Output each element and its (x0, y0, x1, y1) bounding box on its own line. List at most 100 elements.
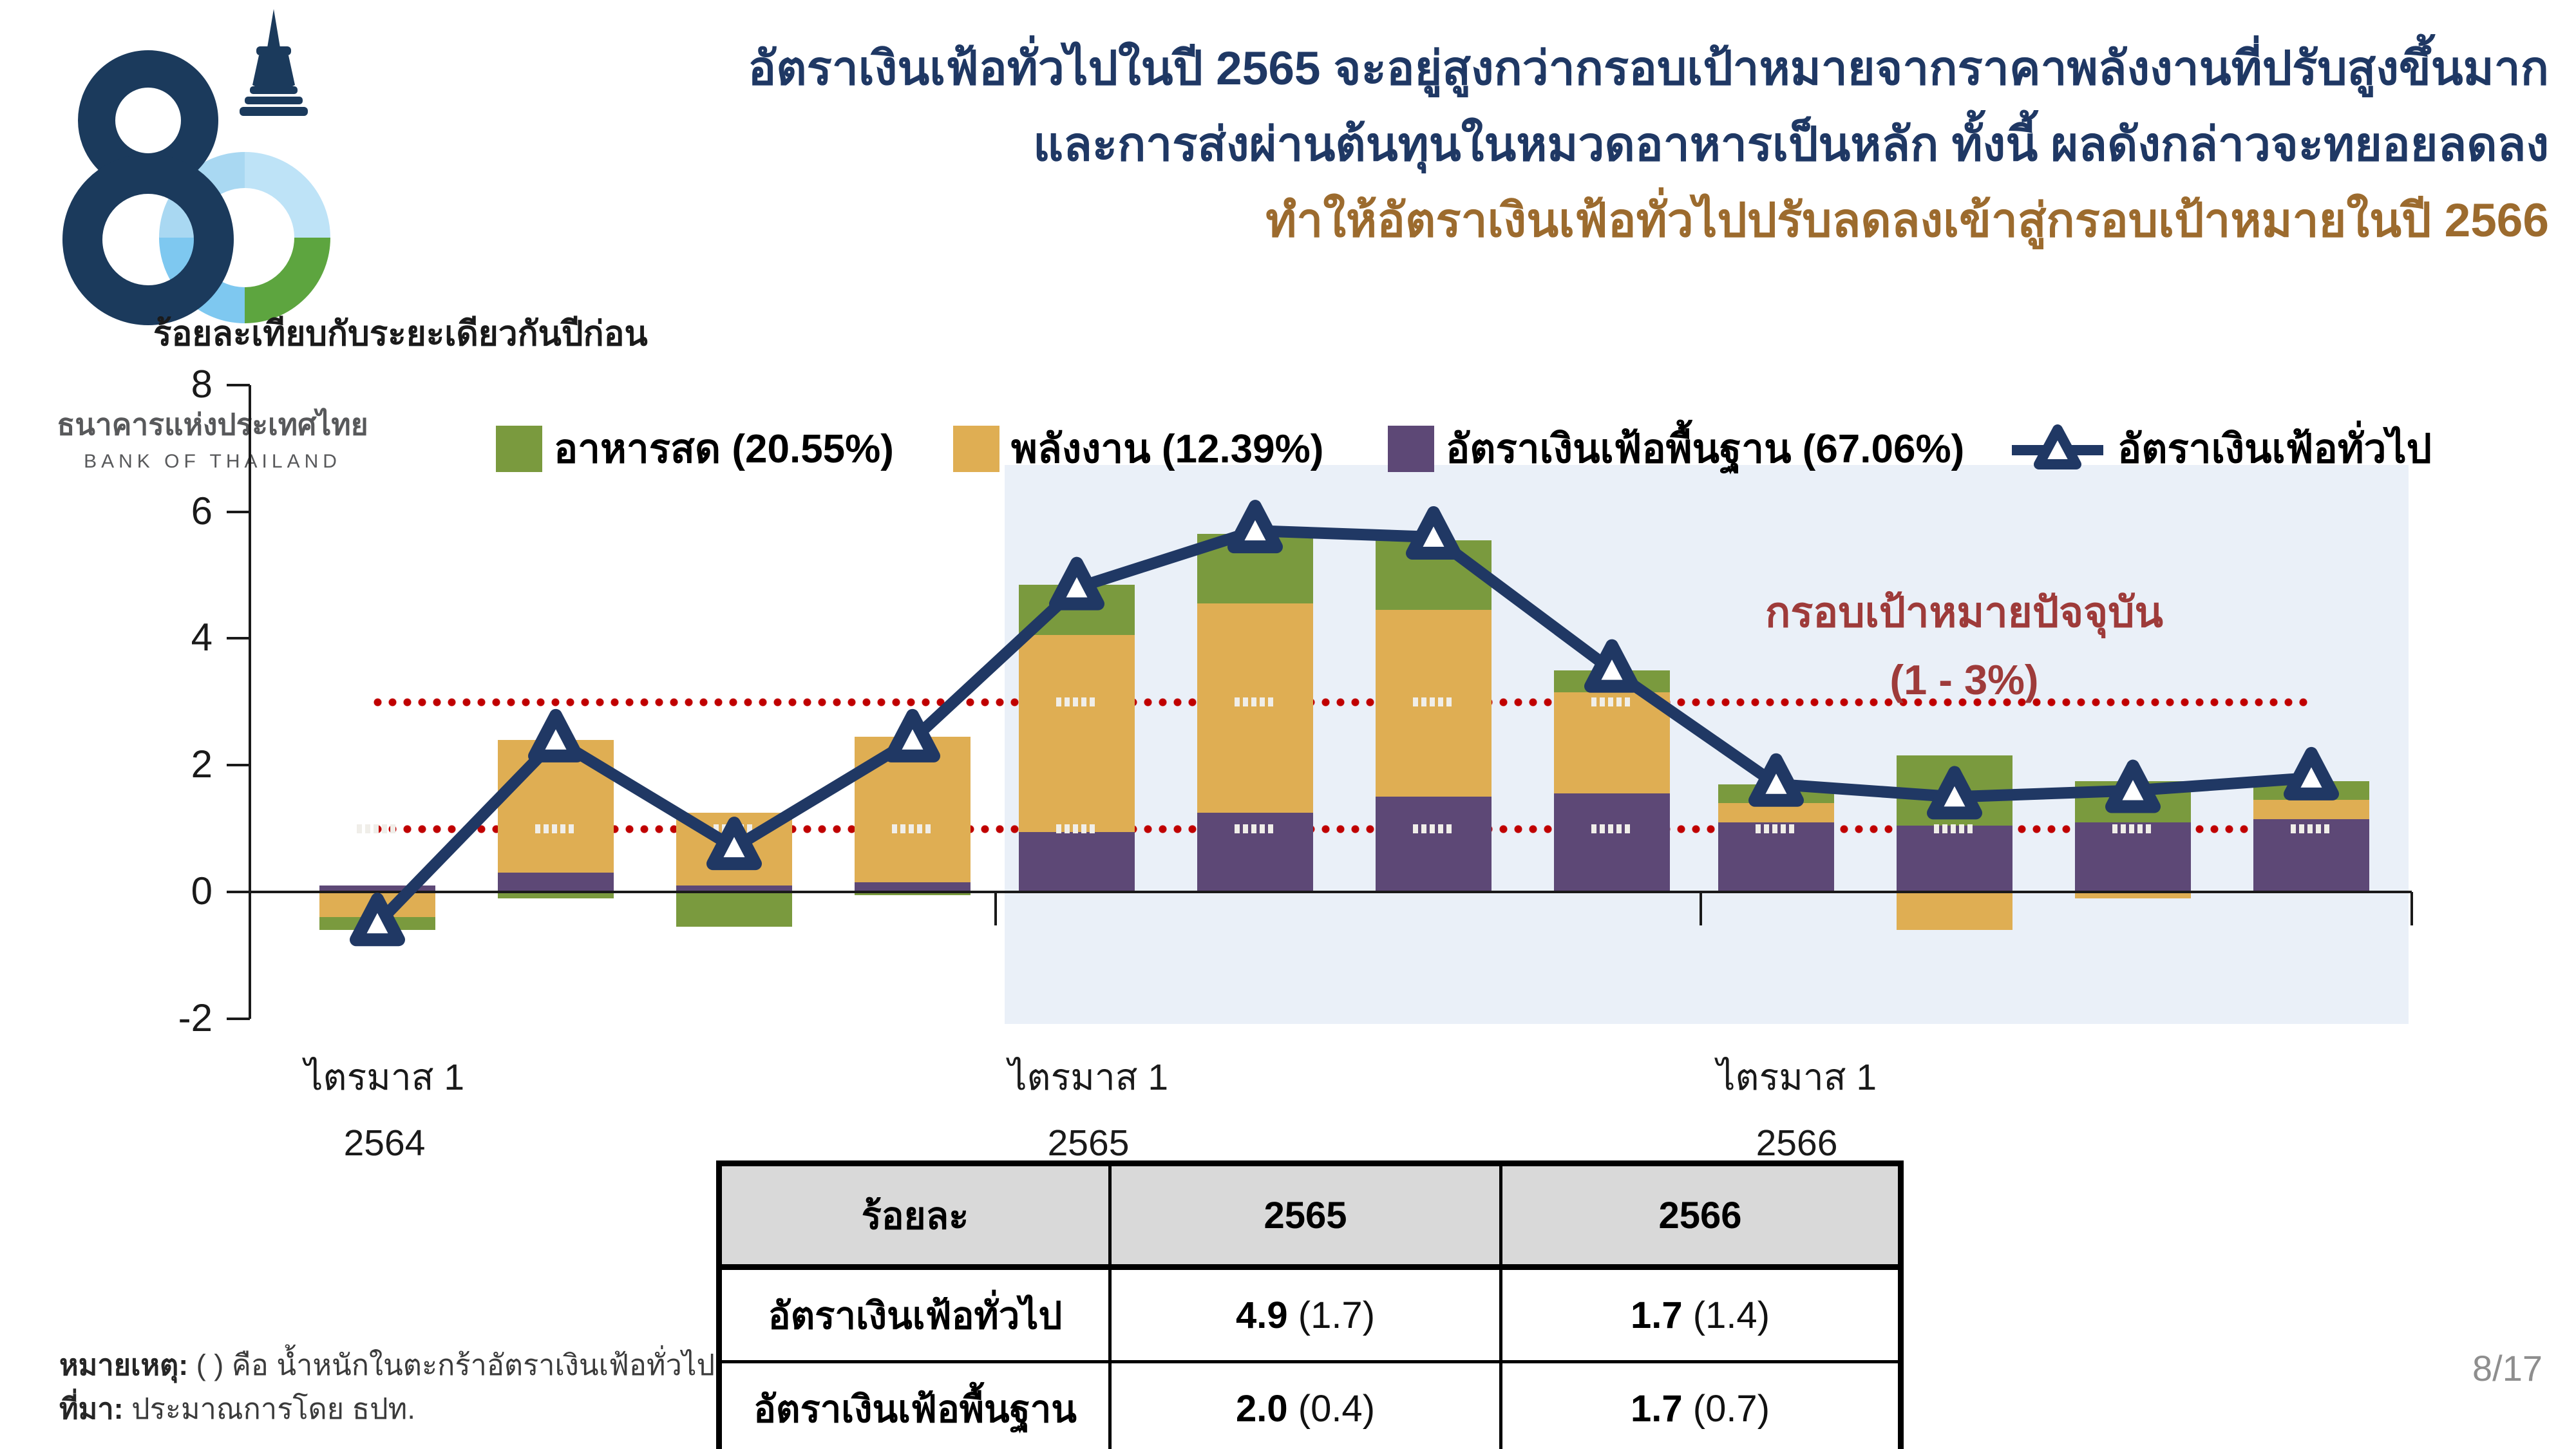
legend-item-line: อัตราเงินเฟ้อทั่วไป (2009, 417, 2432, 480)
x-label-quarter-2566: ไตรมาส 1 (1716, 1057, 1877, 1098)
bar-q1-2565-segment-1 (1019, 635, 1135, 832)
y-axis-tick (227, 764, 250, 767)
bar-q4-2566-segment-1 (2253, 800, 2369, 819)
target-dash-mark (535, 824, 576, 833)
bar-q3-2564-segment-0 (676, 892, 792, 927)
core-2566-cell: 1.7 (0.7) (1499, 1360, 1902, 1449)
x-label-year-2566: 2566 (1756, 1122, 1838, 1164)
y-tick-label--2: -2 (178, 996, 213, 1039)
y-axis-line (249, 385, 251, 1019)
bar-q2-2565-segment-0 (1197, 534, 1313, 604)
headline-2566-value: 1.7 (1630, 1294, 1683, 1336)
bar-q4-2565-segment-1 (1554, 692, 1670, 794)
target-dash-mark (714, 824, 755, 833)
bar-q2-2566-segment-0 (1897, 755, 2012, 826)
line-marker-legend-icon (2012, 424, 2103, 469)
table-row-core-inflation: อัตราเงินเฟ้อพื้นฐาน 2.0 (0.4) 1.7 (0.7) (717, 1360, 1902, 1449)
core-2566-value: 1.7 (1630, 1387, 1683, 1430)
bar-q2-2566-segment-2 (1897, 825, 2012, 892)
note-text: ( ) คือ น้ำหนักในตะกร้าอัตราเงินเฟ้อทั่ว… (188, 1349, 715, 1381)
title-line-2: และการส่งผ่านต้นทุนในหมวดอาหารเป็นหลัก ท… (1033, 118, 2549, 171)
core-2565-weight: (0.4) (1298, 1387, 1376, 1430)
legend-swatch-icon (1388, 426, 1434, 472)
bar-q3-2565-segment-0 (1376, 540, 1492, 611)
headline-2565-cell: 4.9 (1.7) (1108, 1265, 1502, 1363)
target-dash-mark (1056, 824, 1097, 833)
title-line-3: ทำให้อัตราเงินเฟ้อทั่วไปปรับลดลงเข้าสู่ก… (1265, 194, 2549, 247)
bar-q2-2566-segment-1 (1897, 892, 2012, 931)
title-line-1: อัตราเงินเฟ้อทั่วไปในปี 2565 จะอยู่สูงกว… (748, 43, 2549, 95)
x-axis-line (250, 891, 2412, 893)
x-axis-year-tick (994, 892, 997, 925)
y-tick-label-8: 8 (191, 362, 213, 406)
bot-emblem-icon (240, 9, 308, 116)
target-dash-mark (892, 824, 933, 833)
x-axis-year-tick (1700, 892, 1702, 925)
bar-q2-2564-segment-1 (498, 739, 614, 873)
bar-q3-2565-segment-2 (1376, 797, 1492, 892)
bot-80th-anniversary-logo-icon (62, 9, 330, 325)
y-tick-label-4: 4 (191, 616, 213, 659)
target-band-annotation-line2: (1 - 3%) (1889, 656, 2039, 703)
headline-2565-weight: (1.7) (1298, 1294, 1376, 1336)
table-header-2565: 2565 (1108, 1162, 1502, 1270)
target-dash-mark (1756, 824, 1797, 833)
source-text: ประมาณการโดย ธปท. (123, 1392, 415, 1425)
legend-item-1: พลังงาน (12.39%) (953, 417, 1323, 480)
y-tick-label-2: 2 (191, 743, 213, 786)
note-line: หมายเหตุ: ( ) คือ น้ำหนักในตะกร้าอัตราเง… (59, 1343, 715, 1387)
headline-2565-value: 4.9 (1235, 1294, 1288, 1336)
legend-swatch-icon (496, 426, 542, 472)
slide-title: อัตราเงินเฟ้อทั่วไปในปี 2565 จะอยู่สูงกว… (424, 31, 2549, 259)
x-label-quarter-2565: ไตรมาส 1 (1008, 1057, 1169, 1098)
target-dash-mark (357, 824, 398, 833)
target-dash-mark (1056, 697, 1097, 706)
legend-item-0: อาหารสด (20.55%) (496, 417, 894, 480)
x-label-year-2564: 2564 (343, 1122, 426, 1164)
target-dash-mark (2112, 824, 2154, 833)
row-label-headline: อัตราเงินเฟ้อทั่วไป (717, 1265, 1112, 1363)
table-header-row: ร้อยละ 2565 2566 (717, 1162, 1902, 1270)
legend-label: อัตราเงินเฟ้อพื้นฐาน (67.06%) (1446, 427, 1965, 471)
target-band-annotation: กรอบเป้าหมายปัจจุบัน (1 - 3%) (1732, 578, 2196, 714)
target-dash-mark (1591, 697, 1633, 706)
legend-swatch-icon (953, 426, 999, 472)
y-tick-label-6: 6 (191, 489, 213, 533)
bar-q4-2565-segment-2 (1554, 793, 1670, 892)
y-axis-tick (227, 383, 250, 386)
target-band-annotation-line1: กรอบเป้าหมายปัจจุบัน (1765, 589, 2163, 636)
target-dash-mark (1591, 824, 1633, 833)
logo-name-thai: ธนาคารแห่งประเทศไทย (57, 408, 368, 441)
legend-label: อัตราเงินเฟ้อทั่วไป (2117, 427, 2432, 471)
headline-2566-weight: (1.4) (1692, 1294, 1770, 1336)
y-axis-tick (227, 637, 250, 640)
bar-q2-2565-segment-1 (1197, 603, 1313, 813)
target-dash-mark (1235, 824, 1276, 833)
logo-name-english: BANK OF THAILAND (84, 451, 341, 472)
source-line: ที่มา: ประมาณการโดย ธปท. (59, 1387, 715, 1431)
note-label: หมายเหตุ: (59, 1349, 189, 1381)
legend-label: พลังงาน (12.39%) (1011, 427, 1324, 471)
table-header-2566: 2566 (1499, 1162, 1902, 1270)
footnotes: หมายเหตุ: ( ) คือ น้ำหนักในตะกร้าอัตราเง… (59, 1343, 715, 1431)
target-dash-mark (1413, 697, 1454, 706)
table-header-percent: ร้อยละ (717, 1162, 1112, 1270)
y-tick-label-0: 0 (191, 869, 213, 913)
y-axis-tick (227, 510, 250, 513)
y-axis-tick (227, 891, 250, 893)
x-label-quarter-2564: ไตรมาส 1 (304, 1057, 465, 1098)
bar-q4-2564-segment-1 (855, 736, 971, 883)
page-number: 8/17 (2472, 1348, 2543, 1388)
core-2565-cell: 2.0 (0.4) (1108, 1360, 1502, 1449)
logo-eight-icon (62, 50, 234, 325)
headline-2566-cell: 1.7 (1.4) (1499, 1265, 1902, 1363)
x-label-year-2565: 2565 (1047, 1122, 1130, 1164)
target-dash-mark (2291, 824, 2332, 833)
y-axis-title: ร้อยละเทียบกับระยะเดียวกันปีก่อน (153, 315, 648, 353)
bar-q1-2566-segment-0 (1718, 784, 1834, 804)
bar-q1-2564-segment-1 (319, 892, 435, 918)
x-axis-year-tick (2410, 892, 2413, 925)
target-dash-mark (1235, 697, 1276, 706)
